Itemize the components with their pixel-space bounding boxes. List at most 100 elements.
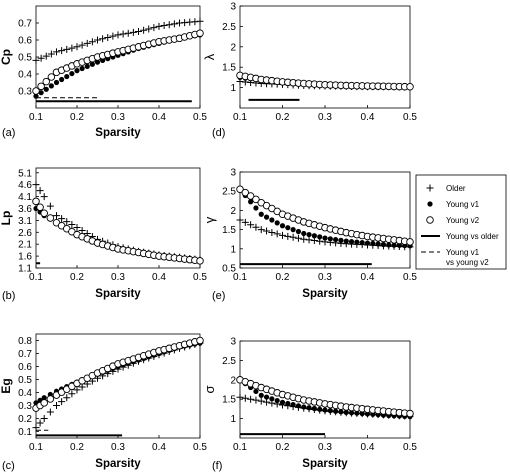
y-tick-label: 2.6 [18, 228, 32, 239]
data-point [284, 232, 292, 240]
data-point [285, 225, 291, 231]
x-tick-label: 0.4 [361, 272, 375, 283]
data-point [36, 419, 44, 427]
legend-entry: Young v1 [427, 200, 480, 209]
y-tick-label: 2 [230, 206, 236, 217]
y-tick-label: 4.6 [18, 180, 32, 191]
x-tick-label: 0.2 [70, 112, 84, 123]
data-point [32, 197, 40, 206]
y-tick-label: 5.1 [18, 168, 32, 179]
panel-a: 0.1 0.2 0.3 0.4 0.5 0.3 0.4 0.5 0.6 0.7 Cp Sparsity… [0, 5, 207, 139]
data-point [348, 239, 355, 245]
x-tick-label: 0.3 [111, 442, 125, 453]
data-point [40, 415, 48, 422]
data-point [46, 214, 55, 222]
series-young-v2 [32, 336, 204, 412]
series-young-v2 [236, 71, 414, 91]
data-point [38, 90, 44, 96]
panel-e: 0.1 0.2 0.3 0.4 0.5 0.5 1 1.5 2 2.5 3 γ Sparsity (e) [202, 168, 417, 303]
y-tick-label: 1.5 [222, 63, 236, 74]
x-tick-label: 0.4 [152, 272, 166, 283]
data-point [104, 33, 112, 41]
data-point [279, 399, 286, 405]
legend-label: Older [446, 184, 466, 193]
y-tick-label: 1.5 [222, 225, 236, 236]
y-tick-label: 3 [230, 168, 236, 179]
x-tick-label: 0.2 [70, 272, 84, 283]
data-point [268, 228, 276, 236]
data-point [246, 192, 255, 200]
data-point [37, 82, 45, 91]
panel-b: 0.1 0.2 0.3 0.4 0.5 1.11.62.12.63.13.64.14.65… [0, 167, 207, 302]
data-point [269, 217, 275, 223]
series-young-v1 [33, 32, 203, 99]
x-tick-label: 0.1 [29, 272, 43, 283]
data-point [327, 236, 333, 242]
data-point [295, 403, 302, 409]
legend-label: Young v1 [446, 248, 480, 257]
x-tick-label: 0.2 [276, 442, 290, 453]
data-point [196, 257, 204, 265]
y-tick-label: 2.1 [18, 240, 32, 251]
data-point [263, 227, 271, 235]
x-tick-label: 0.4 [361, 442, 375, 453]
legend-marker [426, 184, 434, 192]
data-point [42, 52, 50, 60]
data-point [348, 410, 355, 416]
legend-entry: Young vs older [421, 232, 499, 241]
x-tick-label: 0.1 [233, 112, 247, 123]
legend-marker [427, 201, 433, 207]
data-point [59, 76, 65, 83]
x-tick-label: 0.5 [403, 112, 417, 123]
x-axis-label: Sparsity [95, 458, 141, 470]
data-point [285, 400, 291, 407]
series-young-v2 [32, 197, 204, 265]
data-point [263, 398, 271, 406]
panel-label: (f) [212, 460, 222, 472]
x-tick-label: 0.5 [193, 442, 207, 453]
data-point [42, 77, 51, 86]
data-point [40, 193, 48, 201]
data-point [327, 408, 333, 414]
data-point [89, 61, 95, 67]
data-point [58, 215, 66, 223]
data-point [406, 238, 414, 246]
data-point [63, 218, 71, 226]
y-tick-label: 0.5 [222, 264, 236, 275]
y-tick-label: 0.8 [18, 336, 32, 347]
data-point [64, 73, 70, 80]
x-axis-label: Sparsity [95, 288, 141, 300]
data-point [63, 394, 71, 402]
x-tick-label: 0.3 [318, 442, 332, 453]
y-tick-label: 0.6 [18, 36, 32, 47]
data-point [196, 29, 204, 37]
data-point [69, 70, 75, 77]
x-tick-label: 0.2 [276, 272, 290, 283]
y-tick-label: 1 [230, 414, 236, 425]
series-older [32, 17, 204, 64]
series-older [32, 339, 204, 432]
data-point [305, 236, 313, 244]
data-point [160, 22, 168, 30]
legend-entry: Young v2 [426, 216, 480, 225]
data-point [380, 241, 387, 248]
data-point [135, 28, 142, 35]
y-tick-label: 0.7 [18, 19, 32, 30]
x-tick-label: 0.5 [403, 442, 417, 453]
data-point [196, 336, 204, 345]
data-point [306, 231, 312, 238]
data-point [247, 395, 255, 403]
y-tick-label: 1.1 [18, 264, 32, 275]
y-tick-label: 2.5 [222, 22, 236, 33]
series-young-v2 [32, 29, 204, 95]
data-point [274, 220, 280, 226]
data-point [78, 383, 86, 391]
y-tick-label: 3.1 [18, 216, 32, 227]
data-point [236, 185, 244, 194]
data-point [84, 63, 90, 69]
data-point [129, 28, 137, 36]
legend-label: Young v2 [446, 216, 480, 225]
data-point [295, 228, 302, 235]
data-point [386, 242, 392, 248]
x-tick-label: 0.1 [233, 272, 247, 283]
